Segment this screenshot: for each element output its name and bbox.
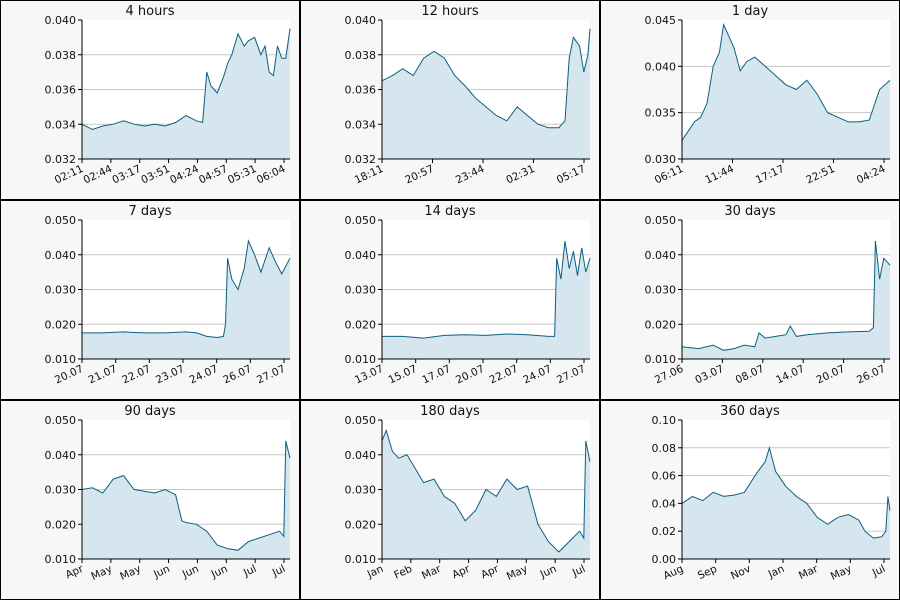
y-tick-label: 0.040 — [45, 249, 77, 262]
y-tick-label: 0.034 — [45, 118, 77, 131]
chart-panel: 4 hours0.0320.0340.0360.0380.04002:1102:… — [0, 0, 300, 200]
y-tick-label: 0.02 — [652, 525, 677, 538]
y-tick-label: 0.050 — [645, 214, 677, 227]
series-area — [682, 240, 890, 359]
y-tick-label: 0.06 — [652, 470, 677, 483]
series-area — [82, 240, 290, 359]
y-tick-label: 0.00 — [652, 553, 677, 566]
series-line — [382, 240, 591, 339]
series-area — [382, 28, 590, 160]
series-line — [381, 428, 591, 553]
y-tick-label: 0.038 — [345, 49, 377, 62]
y-tick-label: 0.040 — [45, 449, 77, 462]
chart-title: 90 days — [124, 404, 176, 419]
x-tick-label: Jul — [270, 563, 287, 580]
y-tick-label: 0.020 — [645, 318, 677, 331]
series-line — [681, 22, 891, 141]
y-tick-label: 0.038 — [45, 49, 77, 62]
y-tick-label: 0.020 — [345, 518, 377, 531]
y-tick-label: 0.040 — [45, 14, 77, 27]
y-tick-label: 0.050 — [45, 214, 77, 227]
series-line — [81, 28, 291, 131]
y-tick-label: 0.040 — [345, 14, 377, 27]
y-tick-label: 0.020 — [345, 318, 377, 331]
y-tick-label: 0.036 — [45, 84, 77, 97]
chart-title: 12 hours — [421, 4, 478, 19]
y-tick-label: 0.04 — [652, 497, 677, 510]
y-tick-label: 0.10 — [652, 414, 677, 427]
y-tick-label: 0.050 — [345, 214, 377, 227]
y-tick-label: 0.050 — [345, 414, 377, 427]
y-tick-label: 0.040 — [345, 249, 377, 262]
y-tick-label: 0.030 — [45, 484, 77, 497]
y-tick-label: 0.040 — [645, 60, 677, 73]
y-tick-label: 0.010 — [645, 353, 677, 366]
chart-title: 7 days — [128, 204, 171, 219]
series-line — [681, 240, 891, 351]
y-tick-label: 0.050 — [45, 414, 77, 427]
series-area — [382, 240, 590, 359]
y-tick-label: 0.034 — [345, 118, 377, 131]
series-area — [682, 447, 890, 559]
y-tick-label: 0.030 — [645, 153, 677, 166]
chart-title: 30 days — [724, 204, 776, 219]
y-tick-label: 0.032 — [45, 153, 77, 166]
y-tick-label: 0.020 — [45, 518, 77, 531]
x-tick-label: Jul — [241, 563, 258, 580]
series-line — [381, 28, 591, 129]
y-tick-label: 0.020 — [45, 318, 77, 331]
series-line — [81, 440, 291, 551]
series-line — [681, 445, 891, 539]
y-tick-label: 0.08 — [652, 442, 677, 455]
y-tick-label: 0.036 — [345, 84, 377, 97]
chart-title: 180 days — [420, 404, 480, 419]
chart-title: 360 days — [720, 404, 780, 419]
y-tick-label: 0.030 — [345, 484, 377, 497]
y-tick-label: 0.032 — [345, 153, 377, 166]
x-tick-label: Jul — [570, 563, 587, 580]
series-line — [82, 239, 291, 339]
y-tick-label: 0.010 — [345, 353, 377, 366]
series-area — [82, 28, 290, 160]
y-tick-label: 0.045 — [645, 14, 677, 27]
y-tick-label: 0.040 — [645, 249, 677, 262]
y-tick-label: 0.035 — [645, 107, 677, 120]
series-area — [682, 24, 890, 159]
y-tick-label: 0.030 — [345, 284, 377, 297]
y-tick-label: 0.030 — [45, 284, 77, 297]
chart-title: 4 hours — [126, 4, 175, 19]
y-tick-label: 0.030 — [645, 284, 677, 297]
series-area — [382, 430, 590, 559]
x-tick-label: Jul — [870, 563, 887, 580]
chart-title: 14 days — [424, 204, 476, 219]
series-area — [82, 440, 290, 559]
y-tick-label: 0.010 — [45, 353, 77, 366]
chart-title: 1 day — [732, 4, 769, 19]
y-tick-label: 0.010 — [45, 553, 77, 566]
y-tick-label: 0.010 — [345, 553, 377, 566]
y-tick-label: 0.040 — [345, 449, 377, 462]
